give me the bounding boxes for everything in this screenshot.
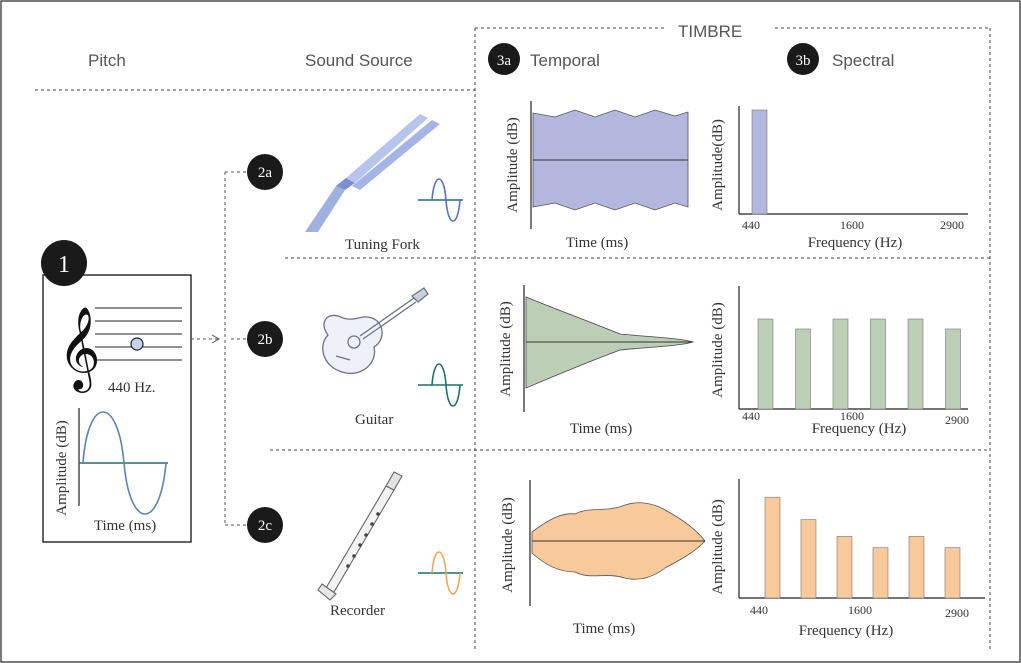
spectral-bar-2-4 (870, 318, 886, 410)
header-sound-source: Sound Source (305, 51, 413, 70)
pitch-sine-wave (82, 411, 167, 515)
badge-2c: 2c (247, 507, 283, 543)
pitch-xlabel: Time (ms) (94, 518, 156, 534)
spectral-tick-440-1: 440 (742, 218, 760, 232)
temporal-chart-tuning-fork: Amplitude (dB) Time (ms) (505, 101, 689, 251)
spectral-bar-2-3 (832, 318, 849, 410)
spectral-chart-tuning-fork: 440 1600 2900 Amplitude(dB) Frequency (H… (710, 106, 968, 251)
temporal-chart-guitar: Amplitude (dB) Time (ms) (498, 285, 695, 437)
pitch-ylabel: Amplitude (dB) (54, 420, 70, 515)
pitch-frequency-label: 440 Hz. (108, 380, 156, 396)
svg-text:2b: 2b (258, 332, 273, 348)
spectral-bar-3-3 (836, 536, 853, 599)
temporal-xlabel-2: Time (ms) (570, 421, 632, 437)
badge-3b: 3b (787, 43, 819, 75)
recorder-icon (317, 471, 403, 601)
arrowhead-icon (211, 334, 221, 344)
badge-3a: 3a (488, 43, 520, 75)
temporal-xlabel-1: Time (ms) (566, 235, 628, 251)
pitch-panel (42, 274, 192, 543)
guitar-wave-icon (418, 363, 463, 407)
spectral-tick-1600-3: 1600 (848, 603, 872, 617)
spectral-tick-440-2: 440 (742, 409, 760, 423)
note-head-icon (130, 337, 144, 351)
treble-clef-icon: 𝄞 (58, 307, 101, 393)
spectral-bar-3-4 (872, 547, 889, 599)
spectral-bar-3-5 (908, 536, 925, 599)
spectral-bar-1-1 (751, 109, 768, 215)
badge-2a: 2a (247, 154, 283, 190)
spectral-tick-1600-1: 1600 (840, 218, 864, 232)
spectral-chart-recorder: 440 1600 2900 Amplitude (dB) Frequency (… (710, 479, 985, 639)
temporal-ylabel-2: Amplitude (dB) (498, 301, 514, 396)
spectral-bar-2-1 (757, 318, 774, 410)
header-pitch: Pitch (88, 51, 126, 70)
recorder-wave-icon (418, 551, 463, 595)
guitar-icon (322, 287, 429, 374)
recorder-label: Recorder (330, 603, 385, 619)
spectral-xlabel-1: Frequency (Hz) (808, 235, 903, 251)
spectral-ylabel-2: Amplitude (dB) (710, 302, 726, 397)
guitar-label: Guitar (355, 412, 393, 428)
tuning-fork-icon (305, 114, 440, 232)
spectral-tick-440-3: 440 (750, 603, 768, 617)
tuning-fork-label: Tuning Fork (345, 237, 420, 253)
svg-text:2a: 2a (258, 165, 273, 181)
badge-1: 1 (41, 240, 87, 286)
spectral-tick-2900-3: 2900 (945, 606, 969, 620)
svg-text:3b: 3b (796, 53, 811, 69)
spectral-xlabel-3: Frequency (Hz) (799, 623, 894, 639)
spectral-bar-3-2 (800, 519, 817, 599)
temporal-ylabel-3: Amplitude (dB) (500, 497, 516, 592)
header-timbre: TIMBRE (678, 22, 742, 41)
temporal-chart-recorder: Amplitude (dB) Time (ms) (500, 480, 706, 637)
spectral-tick-2900-2: 2900 (945, 413, 969, 427)
svg-text:2c: 2c (258, 518, 273, 534)
spectral-ylabel-1: Amplitude(dB) (710, 119, 726, 211)
spectral-tick-2900-1: 2900 (940, 218, 964, 232)
timbre-box (474, 27, 991, 650)
temporal-xlabel-3: Time (ms) (573, 621, 635, 637)
header-temporal: Temporal (530, 51, 600, 70)
svg-text:3a: 3a (497, 53, 512, 69)
spectral-bar-2-6 (945, 328, 961, 410)
spectral-bar-3-1 (764, 496, 781, 599)
temporal-ylabel-1: Amplitude (dB) (505, 117, 521, 212)
svg-text:1: 1 (58, 252, 70, 278)
spectral-xlabel-2: Frequency (Hz) (812, 421, 907, 437)
badge-2b: 2b (247, 321, 283, 357)
tuning-fork-wave-icon (418, 178, 463, 222)
connector-lines (191, 171, 248, 526)
music-staff (95, 307, 182, 361)
spectral-chart-guitar: 440 1600 2900 Amplitude (dB) Frequency (… (710, 286, 969, 437)
header-spectral: Spectral (832, 51, 894, 70)
spectral-bar-2-2 (795, 328, 811, 410)
spectral-bar-2-5 (907, 318, 924, 410)
spectral-ylabel-3: Amplitude (dB) (710, 499, 726, 594)
spectral-bar-3-6 (944, 547, 961, 599)
spectral-tick-1600-2: 1600 (840, 409, 864, 423)
